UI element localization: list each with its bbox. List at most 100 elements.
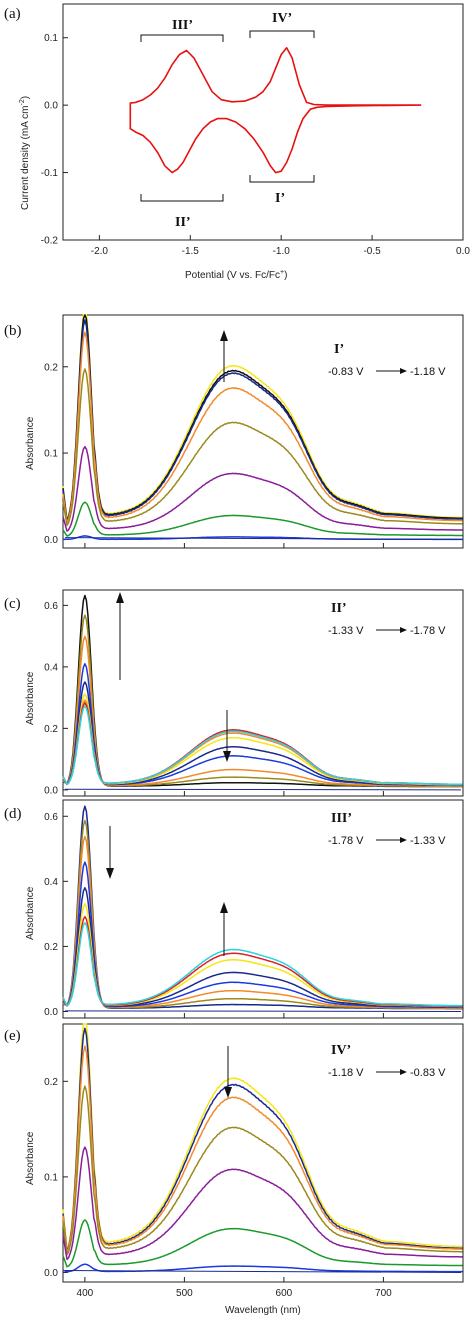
panel-c-frame [62, 589, 464, 797]
spectrum-line [62, 614, 463, 787]
spectrum-line [62, 705, 463, 786]
panel-e-roman: IV’ [331, 1043, 351, 1058]
panel-e-frame [62, 1023, 464, 1283]
bracket-IV [249, 30, 315, 38]
panel-b-frame [62, 314, 464, 549]
xtick-label: 400 [77, 1288, 94, 1299]
panel-d-v-from: -1.78 V [328, 835, 364, 847]
ytick-label: 0.1 [44, 449, 58, 460]
panel-a-ylabel: Current density (mA cm-2) [19, 96, 31, 210]
panel-b-v-to: -1.18 V [410, 366, 446, 378]
panel-e-label: (e) [4, 1028, 21, 1044]
panel-d-frame [62, 799, 464, 1019]
panel-a-frame [62, 3, 464, 241]
panel-c-ticks: 0.0 0.2 0.4 0.6 [44, 601, 384, 796]
ytick-label: 0.0 [44, 101, 58, 112]
spectrum-line [62, 1045, 463, 1253]
spectrum-line [62, 1027, 463, 1252]
panel-e-curves [62, 1023, 463, 1273]
panel-c: (c) 0.0 0.2 0.4 0.6 II’ -1.33 V -1.78 V Abs… [4, 589, 464, 797]
ytick-label: 0.6 [44, 812, 58, 823]
spectrum-line [62, 1023, 463, 1251]
spectrum-line [62, 314, 463, 521]
panel-b-label: (b) [4, 323, 22, 339]
ytick-label: 0.2 [44, 724, 58, 735]
panel-a-label: (a) [4, 6, 21, 22]
xtick-label: 700 [375, 1288, 392, 1299]
peak-label-IV: IV’ [272, 11, 292, 26]
panel-b-arrowhead [220, 330, 228, 341]
cv-curve [129, 46, 422, 174]
panel-b-v-arrowhead [400, 368, 407, 374]
peak-label-III: III’ [172, 18, 193, 33]
panel-c-v-arrowhead [400, 627, 407, 633]
xtick-label: 0.0 [456, 246, 470, 257]
spectrum-line [62, 805, 463, 1010]
spectrum-line [62, 331, 463, 524]
spectrum-line [62, 319, 463, 522]
bracket-III [140, 34, 224, 42]
spectrum-line [62, 1219, 463, 1268]
ytick-label: 0.1 [44, 1172, 58, 1183]
spectrum-line [62, 368, 463, 527]
panel-d-ylabel: Absorbance [25, 886, 36, 940]
panel-a-xlabel: Potential (V vs. Fc/Fc+) [185, 269, 287, 281]
baseline-line [64, 788, 462, 791]
panel-d-v-arrowhead [400, 837, 407, 843]
panel-d-roman: III’ [331, 811, 352, 826]
spectrum-line [62, 861, 463, 1009]
xtick-label: 600 [276, 1288, 293, 1299]
spectrum-line [62, 594, 463, 788]
panel-a-ticks: -0.2 -0.1 0.0 0.1 -2.0 -1.5 -1.0 -0.5 0.0 [41, 33, 471, 257]
panel-d-ticks: 0.0 0.2 0.4 0.6 [44, 812, 384, 1018]
spectrum-line [62, 835, 463, 1009]
panel-b-ylabel: Absorbance [25, 416, 36, 470]
ytick-label: 0.2 [44, 362, 58, 373]
panel-c-arrowhead-up [116, 592, 124, 603]
xtick-label: 500 [176, 1288, 193, 1299]
panel-d-v-to: -1.33 V [410, 835, 446, 847]
panel-d-arrowhead-down [106, 868, 114, 879]
spectrum-line [62, 922, 463, 1007]
baseline-line [64, 1010, 462, 1012]
ytick-label: 0.2 [44, 942, 58, 953]
panel-e-v-from: -1.18 V [328, 1067, 364, 1079]
panel-e-v-to: -0.83 V [410, 1067, 446, 1079]
spectrum-line [62, 1146, 463, 1261]
panel-d-curves [62, 805, 463, 1012]
ytick-label: 0.0 [44, 535, 58, 546]
panel-d-label: (d) [4, 806, 22, 822]
panel-e-ylabel: Absorbance [25, 1131, 36, 1185]
panel-b-curves [62, 314, 463, 541]
panel-d-arrowhead-up [220, 902, 228, 913]
bracket-II [140, 194, 224, 202]
spectrum-line [62, 819, 463, 1010]
bracket-I [249, 175, 315, 183]
panel-e-ticks: 0.0 0.1 0.2 400 500 600 700 [44, 1077, 392, 1299]
ytick-label: -0.2 [41, 236, 59, 247]
spectrum-line [62, 663, 463, 787]
panel-c-roman: II’ [331, 601, 347, 616]
panel-e-xlabel: Wavelength (nm) [225, 1305, 301, 1316]
panel-b-v-from: -0.83 V [328, 366, 364, 378]
spectrum-line [62, 635, 463, 787]
panel-e-arrowhead-down [224, 1087, 232, 1098]
spectrum-line [62, 681, 463, 786]
xtick-label: -0.5 [363, 246, 381, 257]
spectrum-line [62, 1085, 463, 1256]
baseline-line [64, 537, 462, 540]
spectrum-line [62, 445, 463, 532]
ytick-label: 0.0 [44, 785, 58, 796]
ytick-label: 0.4 [44, 877, 58, 888]
panel-a: (a) -0.2 -0.1 0.0 0.1 -2.0 -1.5 -1.0 -0.5 0.0 II… [4, 3, 471, 281]
xtick-label: -2.0 [91, 246, 109, 257]
peak-label-II: II’ [175, 215, 191, 230]
xtick-label: -1.0 [273, 246, 291, 257]
ytick-label: 0.0 [44, 1268, 58, 1279]
xtick-label: -1.5 [182, 246, 200, 257]
spectrum-line [62, 314, 463, 522]
panel-e-v-arrowhead [400, 1069, 407, 1075]
panel-c-curves [62, 594, 463, 791]
panel-e: (e) 0.0 0.1 0.2 400 500 600 700 IV’ -1.18 V -0… [4, 1023, 464, 1316]
